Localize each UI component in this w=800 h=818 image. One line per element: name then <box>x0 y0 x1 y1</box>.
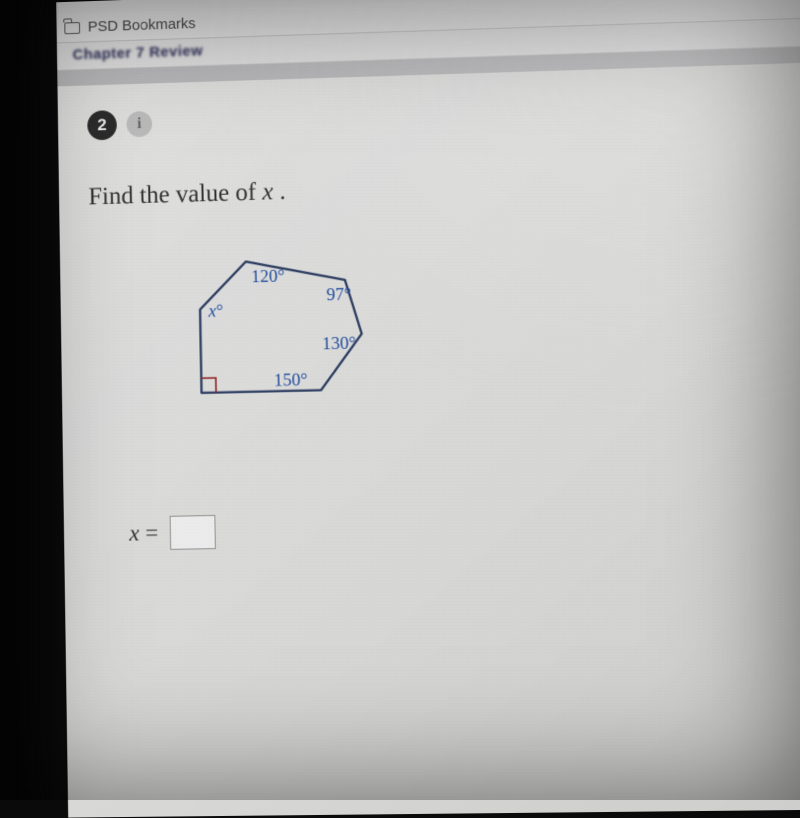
angle-label-a120: 120° <box>251 265 285 286</box>
question-content: 2 i Find the value of x . x° 120° 97° 130° 1… <box>57 62 800 817</box>
answer-variable: x <box>129 520 140 546</box>
info-icon: i <box>137 115 142 133</box>
question-header-row: 2 i <box>87 89 787 140</box>
info-button[interactable]: i <box>126 111 152 137</box>
answer-row: x = <box>129 504 800 551</box>
question-number-badge[interactable]: 2 <box>87 110 117 140</box>
folder-icon <box>64 22 80 34</box>
equals-sign: = <box>145 520 158 546</box>
prompt-suffix: . <box>273 178 286 205</box>
screen-surface: app/#/student/assessmen PSD Bookmarks Ch… <box>56 0 800 818</box>
figure-hexagon: x° 120° 97° 130° 150° <box>168 220 796 426</box>
question-prompt: Find the value of x . <box>88 164 789 212</box>
angle-label-a130: 130° <box>322 332 356 353</box>
chapter-title: Chapter 7 Review <box>72 42 203 63</box>
hexagon-svg: x° 120° 97° 130° 150° <box>168 231 400 426</box>
angle-label-a150: 150° <box>274 369 308 390</box>
right-angle-marker-icon <box>201 378 216 393</box>
angle-label-a97: 97° <box>326 283 351 304</box>
question-number: 2 <box>97 115 107 135</box>
answer-input[interactable] <box>170 515 216 550</box>
bookmark-folder-label[interactable]: PSD Bookmarks <box>88 15 196 35</box>
angle-label-x: x° <box>207 300 223 320</box>
prompt-prefix: Find the value of <box>88 179 262 211</box>
